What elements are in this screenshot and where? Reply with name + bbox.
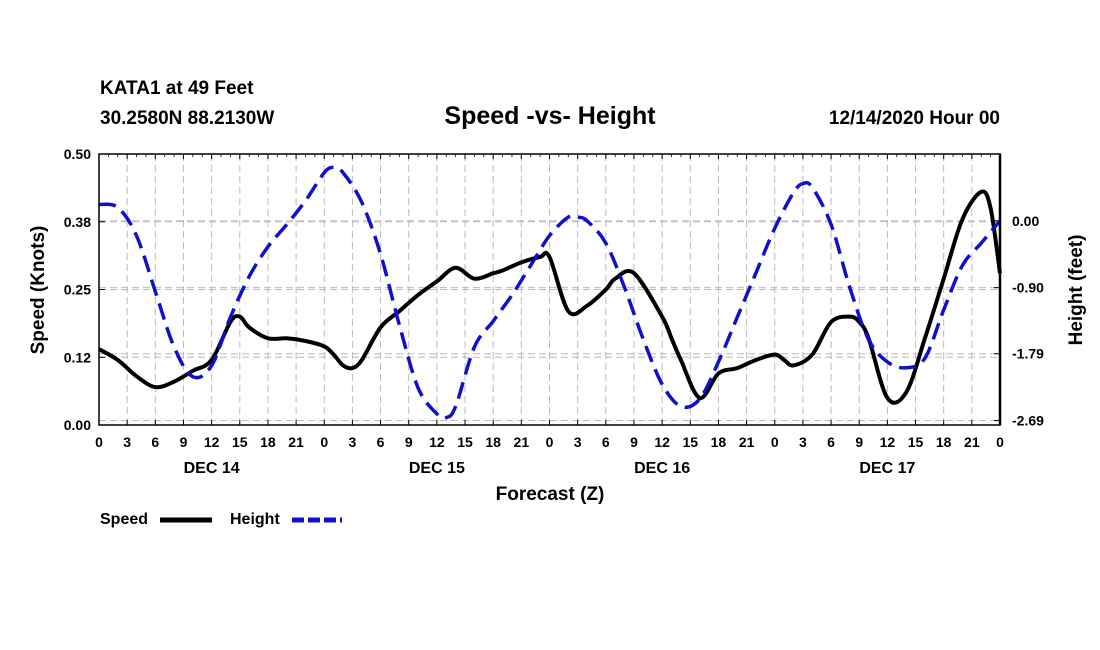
series-line-height [98, 165, 1002, 420]
x-tick-label: 9 [630, 434, 638, 450]
forecast-date: 12/14/2020 Hour 00 [829, 108, 1000, 129]
legend-height-label: Height [230, 511, 280, 528]
x-tick-label: 21 [288, 434, 304, 450]
x-tick-label: 6 [377, 434, 385, 450]
x-tick-label: 12 [429, 434, 445, 450]
x-tick-label: 15 [682, 434, 698, 450]
x-tick-label: 3 [349, 434, 357, 450]
x-tick-label: 6 [827, 434, 835, 450]
grid-lines [99, 154, 1000, 425]
y-left-tick-label: 0.00 [64, 417, 91, 433]
x-tick-label: 12 [880, 434, 896, 450]
x-tick-label: 9 [180, 434, 188, 450]
chart-title: Speed -vs- Height [444, 102, 656, 130]
x-tick-label: 15 [232, 434, 248, 450]
x-tick-label: 0 [771, 434, 779, 450]
x-tick-label: 6 [151, 434, 159, 450]
x-tick-label: 18 [260, 434, 276, 450]
x-tick-label: 18 [711, 434, 727, 450]
x-tick-label: 0 [320, 434, 328, 450]
series-group [97, 165, 1002, 420]
x-tick-label: 21 [514, 434, 530, 450]
series-line-speed [97, 189, 1002, 405]
x-axis-label: Forecast (Z) [496, 484, 605, 505]
y-right-tick-label: -1.79 [1012, 346, 1044, 362]
x-tick-label: 9 [855, 434, 863, 450]
axis-ticks: 0 3 6 9 12 15 18 21 0 3 6 9 12 15 18 21 0 3 6 9 12 15 18 21 0 3 6 9… [64, 146, 1044, 477]
y-right-tick-label: -0.90 [1012, 280, 1044, 296]
x-tick-label: 12 [204, 434, 220, 450]
station-coords: 30.2580N 88.2130W [100, 108, 274, 129]
y-left-tick-label: 0.38 [64, 214, 91, 230]
y-axis-left-label: Speed (Knots) [28, 226, 49, 355]
y-right-tick-label: 0.00 [1012, 213, 1039, 229]
x-tick-label: 21 [964, 434, 980, 450]
x-tick-label: 18 [485, 434, 501, 450]
day-label: DEC 17 [859, 460, 915, 477]
y-axis-right-label: Height (feet) [1066, 235, 1087, 346]
x-tick-label: 3 [799, 434, 807, 450]
x-tick-label: 21 [739, 434, 755, 450]
x-tick-label: 3 [574, 434, 582, 450]
legend: Speed Height [100, 511, 342, 528]
x-tick-label: 6 [602, 434, 610, 450]
x-tick-label: 0 [546, 434, 554, 450]
day-label: DEC 16 [634, 460, 690, 477]
day-label: DEC 15 [409, 460, 465, 477]
y-left-tick-label: 0.12 [64, 349, 91, 365]
y-left-tick-label: 0.25 [64, 282, 91, 298]
x-tick-label: 9 [405, 434, 413, 450]
x-tick-label: 0 [996, 434, 1004, 450]
y-right-tick-label: -2.69 [1012, 413, 1044, 429]
x-tick-label: 15 [908, 434, 924, 450]
x-tick-label: 0 [95, 434, 103, 450]
x-tick-label: 18 [936, 434, 952, 450]
x-tick-label: 3 [123, 434, 131, 450]
x-tick-label: 15 [457, 434, 473, 450]
station-title: KATA1 at 49 Feet [100, 78, 254, 99]
legend-speed-label: Speed [100, 511, 148, 528]
y-left-tick-label: 0.50 [64, 146, 91, 162]
x-tick-label: 12 [654, 434, 670, 450]
day-label: DEC 14 [184, 460, 240, 477]
